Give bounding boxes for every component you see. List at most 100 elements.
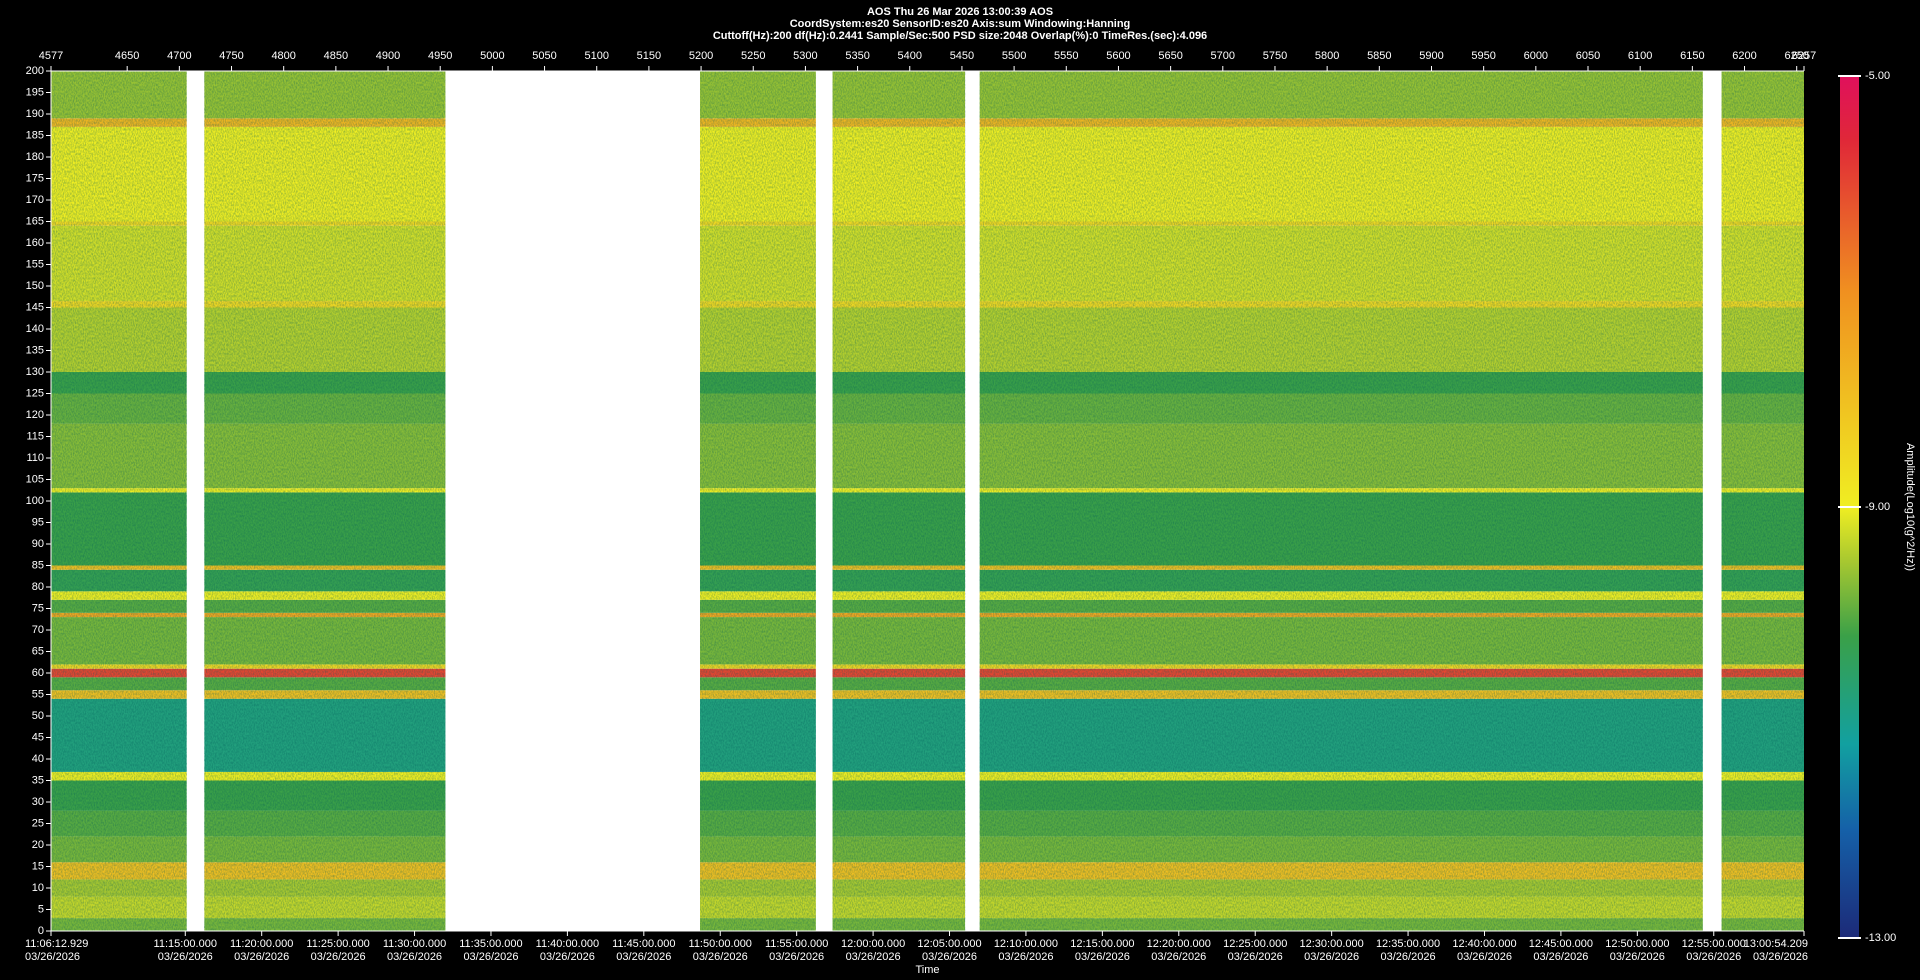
time-tick-date: 03/26/2026: [1753, 951, 1808, 963]
y-tick-label: 100: [26, 495, 44, 507]
colorbar-title: Amplitude(Log10(g^2/Hz)): [1904, 443, 1916, 571]
x-tick-label: 5100: [584, 50, 608, 62]
time-tick-date: 03/26/2026: [387, 951, 442, 963]
y-tick-label: 115: [26, 430, 44, 442]
time-tick-label: 11:45:00.000: [612, 938, 675, 950]
time-tick-date: 03/26/2026: [769, 951, 824, 963]
time-tick-date: 03/26/2026: [311, 951, 366, 963]
y-tick-label: 105: [26, 473, 44, 485]
x-tick-label: 4700: [167, 50, 191, 62]
texture: [979, 71, 1703, 931]
x-tick-label: 5800: [1315, 50, 1339, 62]
colorbar-tick-label: -9.00: [1865, 501, 1890, 513]
time-tick-label: 12:15:00.000: [1070, 938, 1134, 950]
y-tick-label: 55: [32, 688, 44, 700]
time-tick-date: 03/26/2026: [1151, 951, 1206, 963]
y-tick-label: 15: [32, 860, 44, 872]
x-tick-label: 5550: [1054, 50, 1078, 62]
x-tick-label: 5600: [1106, 50, 1130, 62]
time-tick-date: 03/26/2026: [1228, 951, 1283, 963]
time-tick-label: 12:45:00.000: [1529, 938, 1593, 950]
texture: [1721, 71, 1804, 931]
time-tick-label: 12:20:00.000: [1147, 938, 1211, 950]
time-tick-label: 11:25:00.000: [306, 938, 369, 950]
x-tick-label: 5500: [1002, 50, 1026, 62]
y-tick-label: 175: [26, 172, 44, 184]
x-tick-label: 5700: [1211, 50, 1235, 62]
time-tick-date: 03/26/2026: [1075, 951, 1130, 963]
x-tick-label: 6000: [1524, 50, 1548, 62]
time-tick-label: 12:35:00.000: [1376, 938, 1440, 950]
time-tick-label: 12:50:00.000: [1605, 938, 1669, 950]
y-tick-label: 130: [26, 366, 44, 378]
time-tick-label: 13:00:54.209: [1744, 938, 1808, 950]
time-tick-label: 12:25:00.000: [1223, 938, 1287, 950]
texture: [700, 71, 816, 931]
x-tick-label: 4650: [115, 50, 139, 62]
colorbar-tick-label: -5.00: [1865, 70, 1890, 82]
time-tick-date: 03/26/2026: [25, 951, 80, 963]
x-tick-label: 5900: [1419, 50, 1443, 62]
x-tick-label: 5250: [741, 50, 765, 62]
y-tick-label: 125: [26, 387, 44, 399]
x-tick-label: 4800: [271, 50, 295, 62]
time-tick-label: 12:00:00.000: [841, 938, 905, 950]
y-tick-label: 150: [26, 280, 44, 292]
x-tick-label: 5000: [480, 50, 504, 62]
time-tick-date: 03/26/2026: [693, 951, 748, 963]
time-tick-label: 11:30:00.000: [383, 938, 446, 950]
y-tick-label: 85: [32, 559, 44, 571]
x-tick-label: 5300: [793, 50, 817, 62]
y-tick-label: 180: [26, 151, 44, 163]
time-tick-label: 12:55:00.000: [1682, 938, 1746, 950]
x-tick-label: 6100: [1628, 50, 1652, 62]
time-tick-label: 12:40:00.000: [1452, 938, 1516, 950]
time-tick-date: 03/26/2026: [846, 951, 901, 963]
y-tick-label: 65: [32, 645, 44, 657]
y-tick-label: 80: [32, 581, 44, 593]
y-tick-label: 200: [26, 65, 44, 77]
time-tick-label: 11:50:00.000: [689, 938, 752, 950]
header-line: AOS Thu 26 Mar 2026 13:00:39 AOS: [867, 6, 1053, 18]
time-tick-label: 12:30:00.000: [1300, 938, 1364, 950]
y-tick-label: 50: [32, 710, 44, 722]
time-tick-label: 11:35:00.000: [459, 938, 522, 950]
time-tick-date: 03/26/2026: [998, 951, 1053, 963]
x-tick-label: 5850: [1367, 50, 1391, 62]
time-tick-label: 12:10:00.000: [994, 938, 1058, 950]
time-tick-label: 11:15:00.000: [154, 938, 217, 950]
x-axis-title: Time: [915, 964, 939, 976]
y-tick-label: 25: [32, 817, 44, 829]
y-tick-label: 30: [32, 796, 44, 808]
x-tick-label: 6250: [1784, 50, 1808, 62]
y-tick-label: 190: [26, 108, 44, 120]
x-tick-label: 5350: [845, 50, 869, 62]
y-tick-label: 195: [26, 86, 44, 98]
time-tick-date: 03/26/2026: [463, 951, 518, 963]
x-tick-label: 5950: [1471, 50, 1495, 62]
y-tick-label: 10: [32, 882, 44, 894]
time-tick-date: 03/26/2026: [1457, 951, 1512, 963]
time-tick-date: 03/26/2026: [234, 951, 289, 963]
x-tick-label: 6257: [1792, 50, 1816, 62]
y-tick-label: 140: [26, 323, 44, 335]
x-tick-label: 4950: [428, 50, 452, 62]
texture: [204, 71, 446, 931]
y-tick-label: 45: [32, 731, 44, 743]
time-tick-label: 11:55:00.000: [765, 938, 828, 950]
time-tick-date: 03/26/2026: [540, 951, 595, 963]
x-tick-label: 6050: [1576, 50, 1600, 62]
y-tick-label: 70: [32, 624, 44, 636]
texture: [832, 71, 966, 931]
time-tick-date: 03/26/2026: [616, 951, 671, 963]
time-tick-label: 12:05:00.000: [917, 938, 981, 950]
y-tick-label: 155: [26, 258, 44, 270]
x-tick-label: 6200: [1732, 50, 1756, 62]
time-tick-date: 03/26/2026: [922, 951, 977, 963]
y-tick-label: 135: [26, 344, 44, 356]
y-tick-label: 120: [26, 409, 44, 421]
time-tick-label: 11:06:12.929: [25, 938, 88, 950]
y-tick-label: 95: [32, 516, 44, 528]
x-tick-label: 5200: [689, 50, 713, 62]
